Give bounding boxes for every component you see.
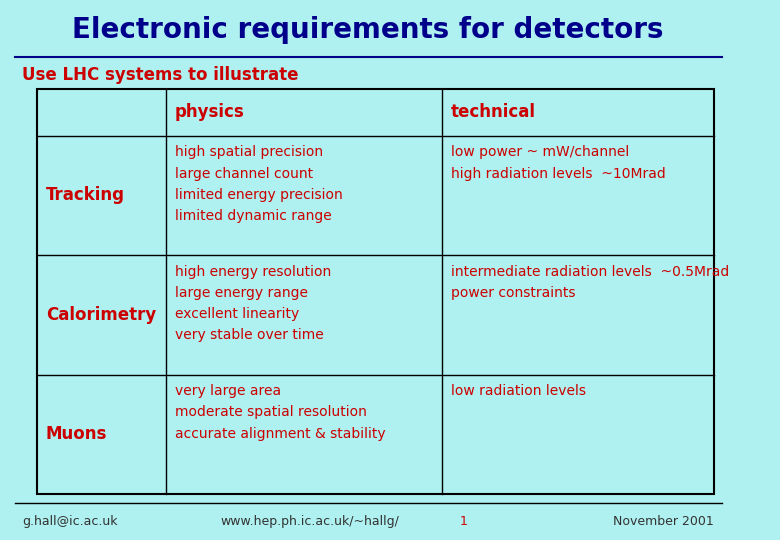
Text: Use LHC systems to illustrate: Use LHC systems to illustrate [22, 65, 299, 84]
Text: November 2001: November 2001 [613, 515, 714, 528]
Text: Electronic requirements for detectors: Electronic requirements for detectors [73, 16, 664, 44]
Text: g.hall@ic.ac.uk: g.hall@ic.ac.uk [22, 515, 118, 528]
Text: Muons: Muons [46, 426, 107, 443]
Text: Calorimetry: Calorimetry [46, 306, 156, 324]
Text: high energy resolution
large energy range
excellent linearity
very stable over t: high energy resolution large energy rang… [175, 265, 331, 342]
Text: high spatial precision
large channel count
limited energy precision
limited dyna: high spatial precision large channel cou… [175, 145, 342, 223]
Text: very large area
moderate spatial resolution
accurate alignment & stability: very large area moderate spatial resolut… [175, 384, 385, 441]
Bar [37, 89, 714, 494]
Text: technical: technical [451, 103, 536, 122]
Text: low power ~ mW/channel
high radiation levels  ~10Mrad: low power ~ mW/channel high radiation le… [451, 145, 665, 180]
Text: www.hep.ph.ic.ac.uk/~hallg/: www.hep.ph.ic.ac.uk/~hallg/ [221, 515, 400, 528]
Text: low radiation levels: low radiation levels [451, 384, 586, 399]
Text: 1: 1 [460, 515, 468, 528]
Text: Tracking: Tracking [46, 186, 125, 205]
Text: intermediate radiation levels  ~0.5Mrad
power constraints: intermediate radiation levels ~0.5Mrad p… [451, 265, 729, 300]
Text: physics: physics [175, 103, 244, 122]
